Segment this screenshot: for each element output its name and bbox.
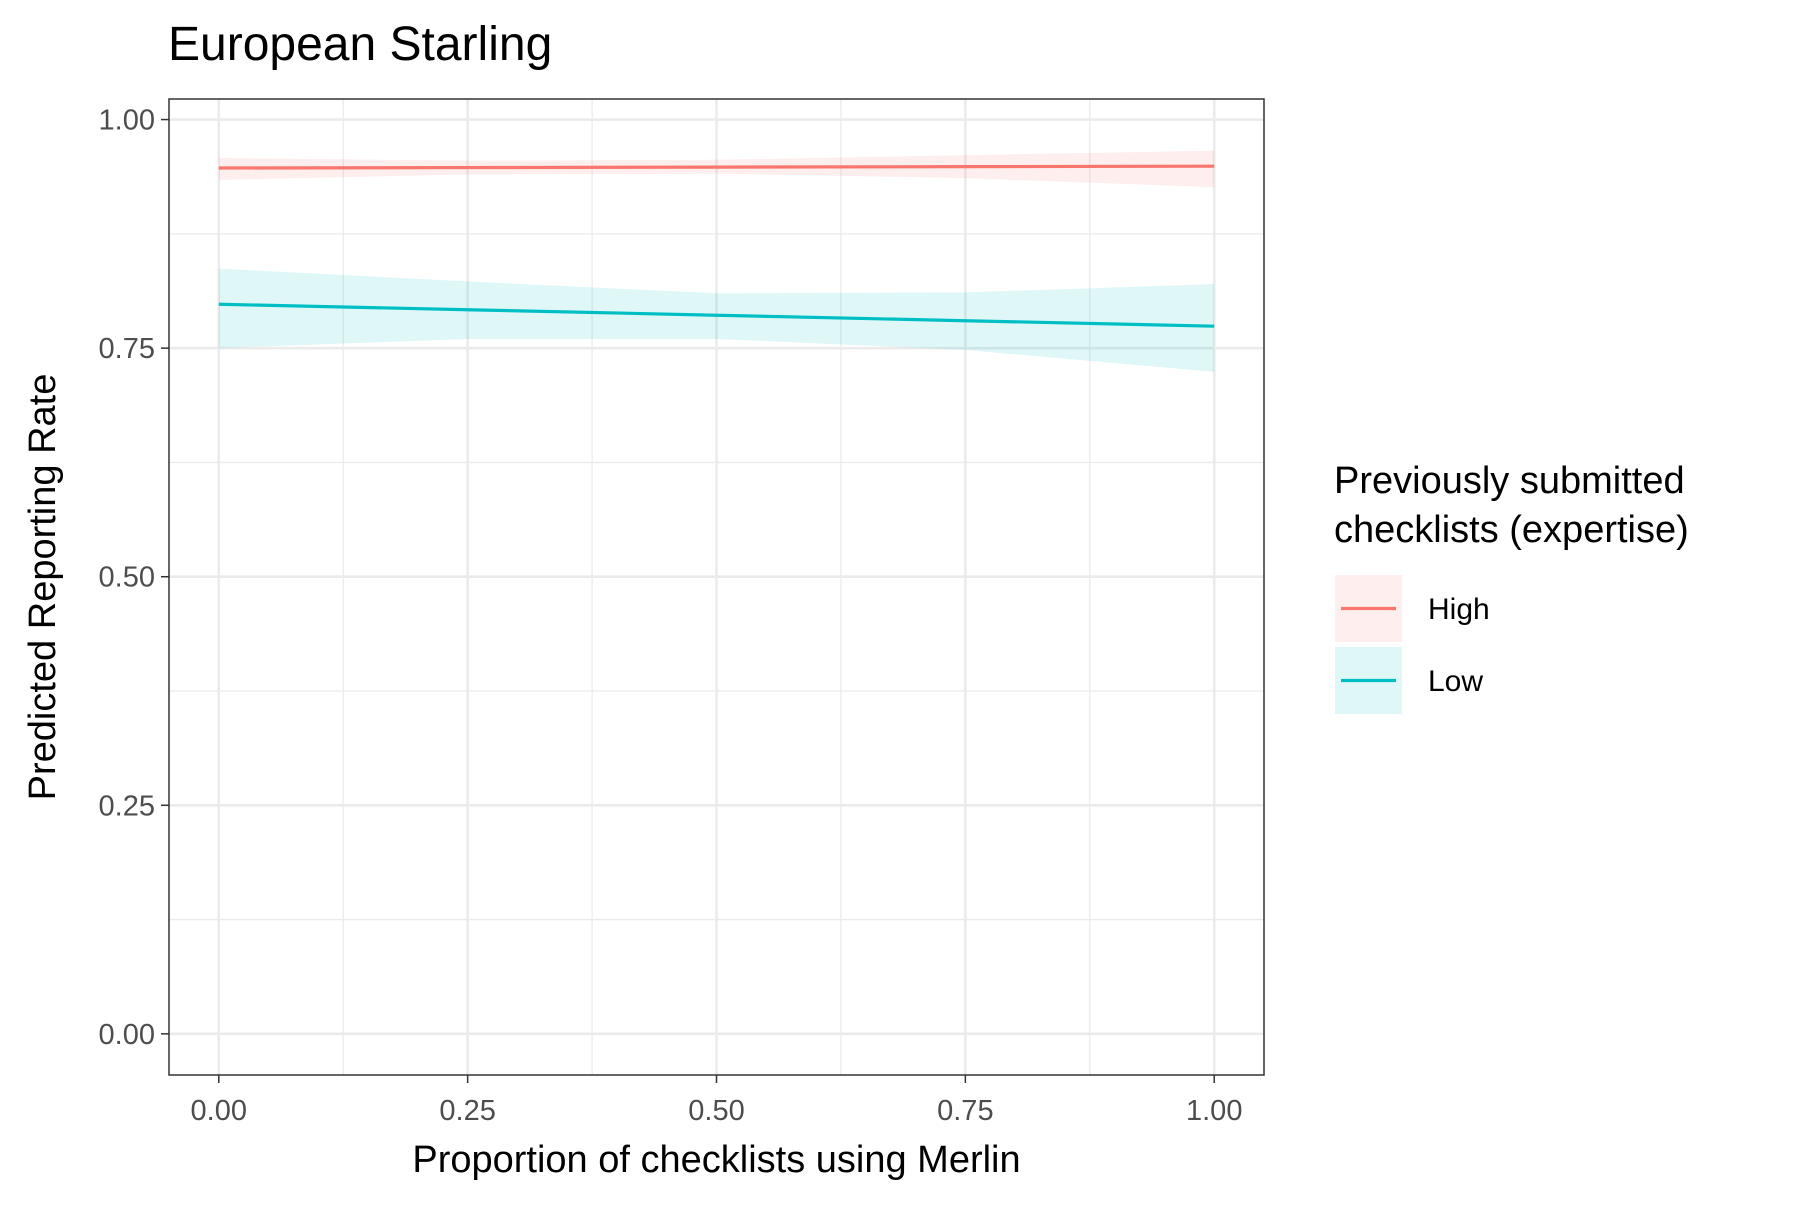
x-tick-label: 0.50 [688, 1095, 744, 1127]
ribbon-layer [218, 150, 1215, 372]
y-tick-label: 0.00 [99, 1019, 155, 1051]
legend-label: High [1428, 593, 1490, 626]
legend-item-high: High [1335, 575, 1490, 642]
legend-title-line-2: checklists (expertise) [1334, 509, 1689, 551]
series-line-high [218, 164, 1215, 170]
y-axis-title: Predicted Reporting Rate [22, 374, 64, 801]
x-axis-title: Proportion of checklists using Merlin [412, 1139, 1020, 1181]
y-tick-label: 0.75 [99, 333, 155, 365]
confidence-ribbon-low [218, 268, 1215, 372]
line-layer [218, 164, 1215, 328]
grid-layer [169, 99, 1264, 1075]
x-tick-label: 0.00 [191, 1095, 247, 1127]
x-tick-label: 1.00 [1186, 1095, 1242, 1127]
y-tick-label: 0.50 [99, 562, 155, 594]
series-line-low [218, 302, 1215, 328]
y-tick-label: 1.00 [99, 105, 155, 137]
legend-label: Low [1428, 665, 1483, 698]
legend: Previously submitted checklists (experti… [1334, 460, 1689, 714]
legend-title-line-1: Previously submitted [1334, 460, 1685, 502]
x-tick-label: 0.25 [439, 1095, 495, 1127]
legend-item-low: Low [1335, 647, 1483, 714]
chart-title: European Starling [168, 18, 552, 71]
x-tick-label: 0.75 [937, 1095, 993, 1127]
axis-layer: 0.00 0.25 0.50 0.75 1.00 0.00 0.25 0.50 0.75 1.00 [99, 105, 1243, 1127]
confidence-ribbon-high [218, 150, 1215, 188]
legend-items: High Low [1335, 575, 1490, 714]
y-tick-label: 0.25 [99, 790, 155, 822]
